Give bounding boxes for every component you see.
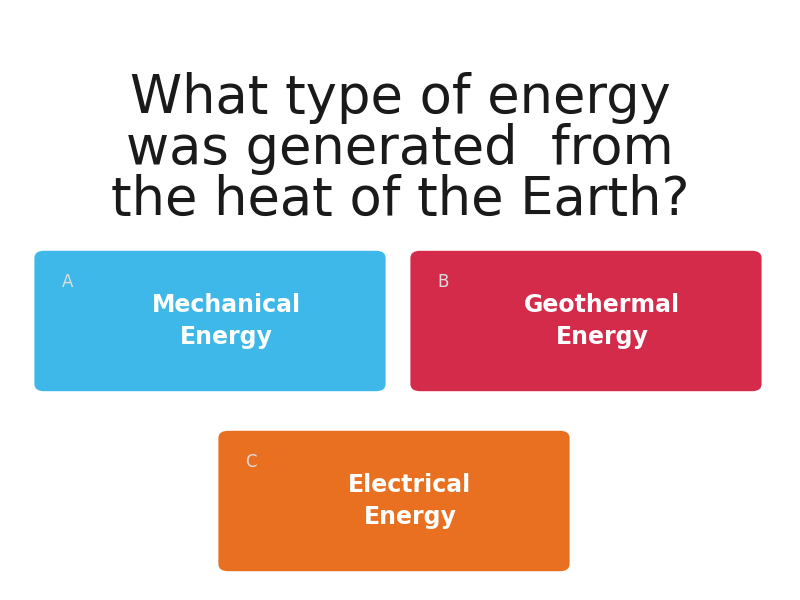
- Text: What type of energy: What type of energy: [130, 72, 670, 124]
- Text: Electrical
Energy: Electrical Energy: [348, 473, 472, 529]
- Text: C: C: [246, 453, 257, 471]
- Text: Mechanical
Energy: Mechanical Energy: [151, 293, 301, 349]
- Text: B: B: [438, 273, 449, 291]
- Text: was generated  from: was generated from: [126, 123, 674, 175]
- Text: Geothermal
Energy: Geothermal Energy: [524, 293, 680, 349]
- FancyBboxPatch shape: [34, 251, 386, 391]
- Text: A: A: [62, 273, 73, 291]
- FancyBboxPatch shape: [410, 251, 762, 391]
- Text: the heat of the Earth?: the heat of the Earth?: [110, 174, 690, 226]
- FancyBboxPatch shape: [218, 431, 570, 571]
